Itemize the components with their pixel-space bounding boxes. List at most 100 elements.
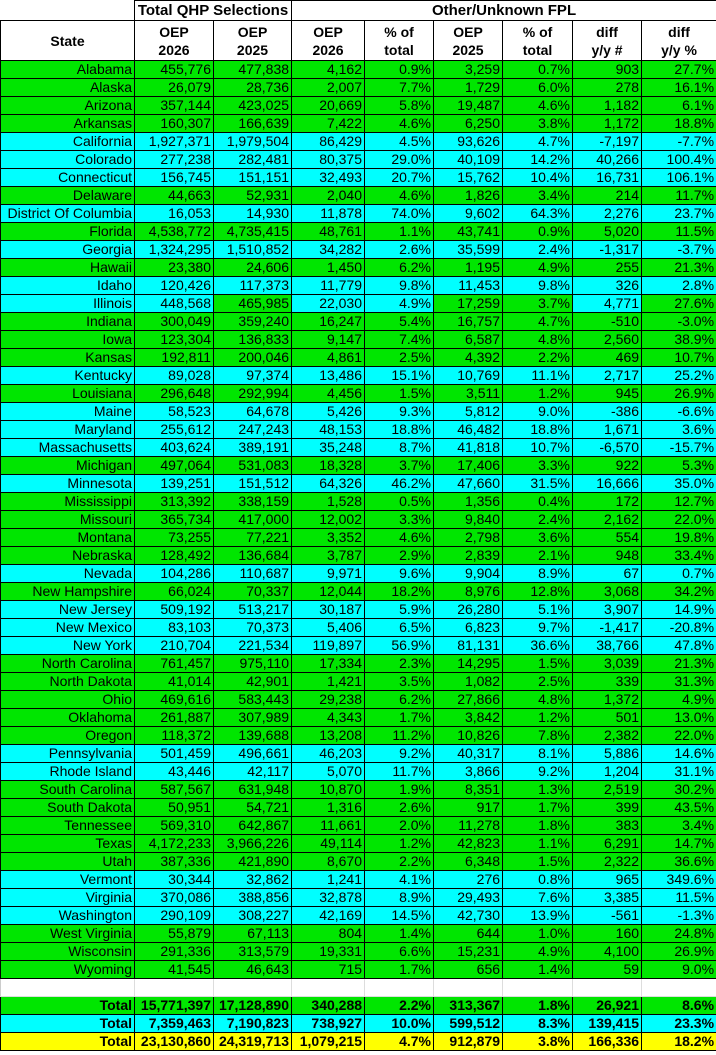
- diff-yy-pct-cell: 4.9%: [641, 690, 716, 709]
- other-pct-2025-cell: 1.2%: [502, 708, 574, 727]
- header-line: diff: [668, 23, 690, 40]
- state-cell: Illinois: [0, 294, 135, 313]
- diff-yy-pct-cell: 33.4%: [641, 546, 716, 565]
- header-line: 2025: [452, 41, 484, 58]
- diff-yy-num-cell: -561: [572, 906, 643, 925]
- other-pct-2026-cell: 2.0%: [364, 816, 435, 835]
- other-oep-2025-cell: 10,769: [433, 366, 504, 385]
- table-row: Virginia 370,086 388,856 32,878 8.9% 29,493 7.…: [0, 888, 716, 907]
- table-row: Minnesota 139,251 151,512 64,326 46.2% 47,660…: [0, 474, 716, 493]
- table-row: Wisconsin 291,336 313,579 19,331 6.6% 15,231 4…: [0, 942, 716, 961]
- table-row: Washington 290,109 308,227 42,169 14.5% 42,73…: [0, 906, 716, 925]
- other-oep-2025-cell: 2,798: [433, 528, 504, 547]
- other-oep-2026-cell: 12,044: [291, 582, 366, 601]
- header-diff-yy-num: diff y/y #: [572, 20, 643, 61]
- total-oep-2025-cell: 139,688: [212, 726, 293, 745]
- total-oep-2025-cell: 110,687: [212, 564, 293, 583]
- empty-cell: [572, 978, 643, 997]
- diff-yy-num-cell: 2,519: [572, 780, 643, 799]
- total-oep-2026-cell: 761,457: [134, 654, 214, 673]
- diff-yy-pct-cell: 27.6%: [641, 294, 716, 313]
- other-oep-2025-cell: 1,826: [433, 186, 504, 205]
- state-cell: Wyoming: [0, 960, 135, 979]
- other-oep-2025-cell: 29,493: [433, 888, 504, 907]
- diff-yy-num-cell: 326: [572, 276, 643, 295]
- diff-yy-num-cell: 67: [572, 564, 643, 583]
- other-pct-2026-cell: 4.6%: [364, 186, 435, 205]
- other-pct-2025-cell: 3.3%: [502, 456, 574, 475]
- table-row: District Of Columbia 16,053 14,930 11,878 74…: [0, 204, 716, 223]
- state-cell: Oklahoma: [0, 708, 135, 727]
- other-pct-2026-cell: 3.3%: [364, 510, 435, 529]
- total-oep-2026-cell: 58,523: [134, 402, 214, 421]
- total-oep-2026-cell: 89,028: [134, 366, 214, 385]
- other-pct-2026-cell: 18.8%: [364, 420, 435, 439]
- total-oep-2025-cell: 42,901: [212, 672, 293, 691]
- table-row: Florida 4,538,772 4,735,415 48,761 1.1% 43,74…: [0, 222, 716, 241]
- table-row: Arkansas 160,307 166,639 7,422 4.6% 6,250 3.8%…: [0, 114, 716, 133]
- table-row: Kentucky 89,028 97,374 13,486 15.1% 10,769 11.…: [0, 366, 716, 385]
- state-cell: Wisconsin: [0, 942, 135, 961]
- other-pct-2026-cell: 1.4%: [364, 924, 435, 943]
- table-row: Nevada 104,286 110,687 9,971 9.6% 9,904 8.9% 67…: [0, 564, 716, 583]
- diff-yy-pct-cell: 36.6%: [641, 852, 716, 871]
- other-oep-2025-cell: 93,626: [433, 132, 504, 151]
- diff-yy-num-cell: -510: [572, 312, 643, 331]
- total-oep-2026-cell: 587,567: [134, 780, 214, 799]
- header-blank: [0, 0, 135, 21]
- other-oep-2025-cell: 6,250: [433, 114, 504, 133]
- header-line: OEP: [237, 23, 268, 40]
- header-column-row: State OEP 2026 OEP 2025 OEP 2026% of total OEP 2…: [0, 20, 716, 61]
- total-oep-2026-cell: 44,663: [134, 186, 214, 205]
- other-pct-2025-cell: 4.8%: [502, 690, 574, 709]
- other-oep-2025-cell: 3,842: [433, 708, 504, 727]
- table-row: South Carolina 587,567 631,948 10,870 1.9% 8,…: [0, 780, 716, 799]
- other-oep-2025-cell: 40,109: [433, 150, 504, 169]
- diff-yy-num-cell: 2,717: [572, 366, 643, 385]
- total-oep-2025-cell: 292,994: [212, 384, 293, 403]
- other-oep-2025-cell: 16,757: [433, 312, 504, 331]
- state-cell: Missouri: [0, 510, 135, 529]
- total-oep-2026-cell: 66,024: [134, 582, 214, 601]
- diff-yy-pct-cell: 11.5%: [641, 222, 716, 241]
- total-oep-2026-cell: 4,538,772: [134, 222, 214, 241]
- state-cell: Vermont: [0, 870, 135, 889]
- other-pct-2026-cell: 8.7%: [364, 438, 435, 457]
- other-oep-2025-cell: 1,082: [433, 672, 504, 691]
- other-pct-2026-cell: 5.9%: [364, 600, 435, 619]
- header-line: % of: [384, 23, 414, 40]
- other-oep-2025-cell: 276: [433, 870, 504, 889]
- state-cell: California: [0, 132, 135, 151]
- diff-yy-num-cell: 139,415: [572, 1014, 643, 1033]
- total-oep-2025-cell: 513,217: [212, 600, 293, 619]
- diff-yy-pct-cell: 10.7%: [641, 348, 716, 367]
- other-oep-2025-cell: 1,356: [433, 492, 504, 511]
- total-oep-2025-cell: 583,443: [212, 690, 293, 709]
- total-oep-2025-cell: 46,643: [212, 960, 293, 979]
- table-row: Pennsylvania 501,459 496,661 46,203 9.2% 40,3…: [0, 744, 716, 763]
- total-oep-2026-cell: 277,238: [134, 150, 214, 169]
- total-oep-2026-cell: 255,612: [134, 420, 214, 439]
- other-pct-2025-cell: 8.9%: [502, 564, 574, 583]
- header-line: 2026: [158, 41, 190, 58]
- other-pct-2026-cell: 1.9%: [364, 780, 435, 799]
- empty-cell: [641, 978, 716, 997]
- header-line: y/y #: [591, 41, 623, 58]
- total-oep-2025-cell: 477,838: [212, 60, 293, 79]
- other-pct-2026-cell: 2.3%: [364, 654, 435, 673]
- empty-cell: [0, 978, 135, 997]
- state-cell: Kentucky: [0, 366, 135, 385]
- table-row: Louisiana 296,648 292,994 4,456 1.5% 3,511 1.2…: [0, 384, 716, 403]
- total-oep-2025-cell: 136,684: [212, 546, 293, 565]
- header-total-qhp-selections: Total QHP Selections: [133, 0, 293, 21]
- other-pct-2026-cell: 2.5%: [364, 348, 435, 367]
- other-pct-2026-cell: 1.2%: [364, 834, 435, 853]
- diff-yy-num-cell: 1,182: [572, 96, 643, 115]
- diff-yy-num-cell: 214: [572, 186, 643, 205]
- diff-yy-num-cell: 3,068: [572, 582, 643, 601]
- state-cell: Arkansas: [0, 114, 135, 133]
- diff-yy-num-cell: 166,336: [572, 1032, 643, 1051]
- other-pct-2025-cell: 3.6%: [502, 528, 574, 547]
- other-oep-2026-cell: 7,422: [291, 114, 366, 133]
- other-oep-2026-cell: 2,007: [291, 78, 366, 97]
